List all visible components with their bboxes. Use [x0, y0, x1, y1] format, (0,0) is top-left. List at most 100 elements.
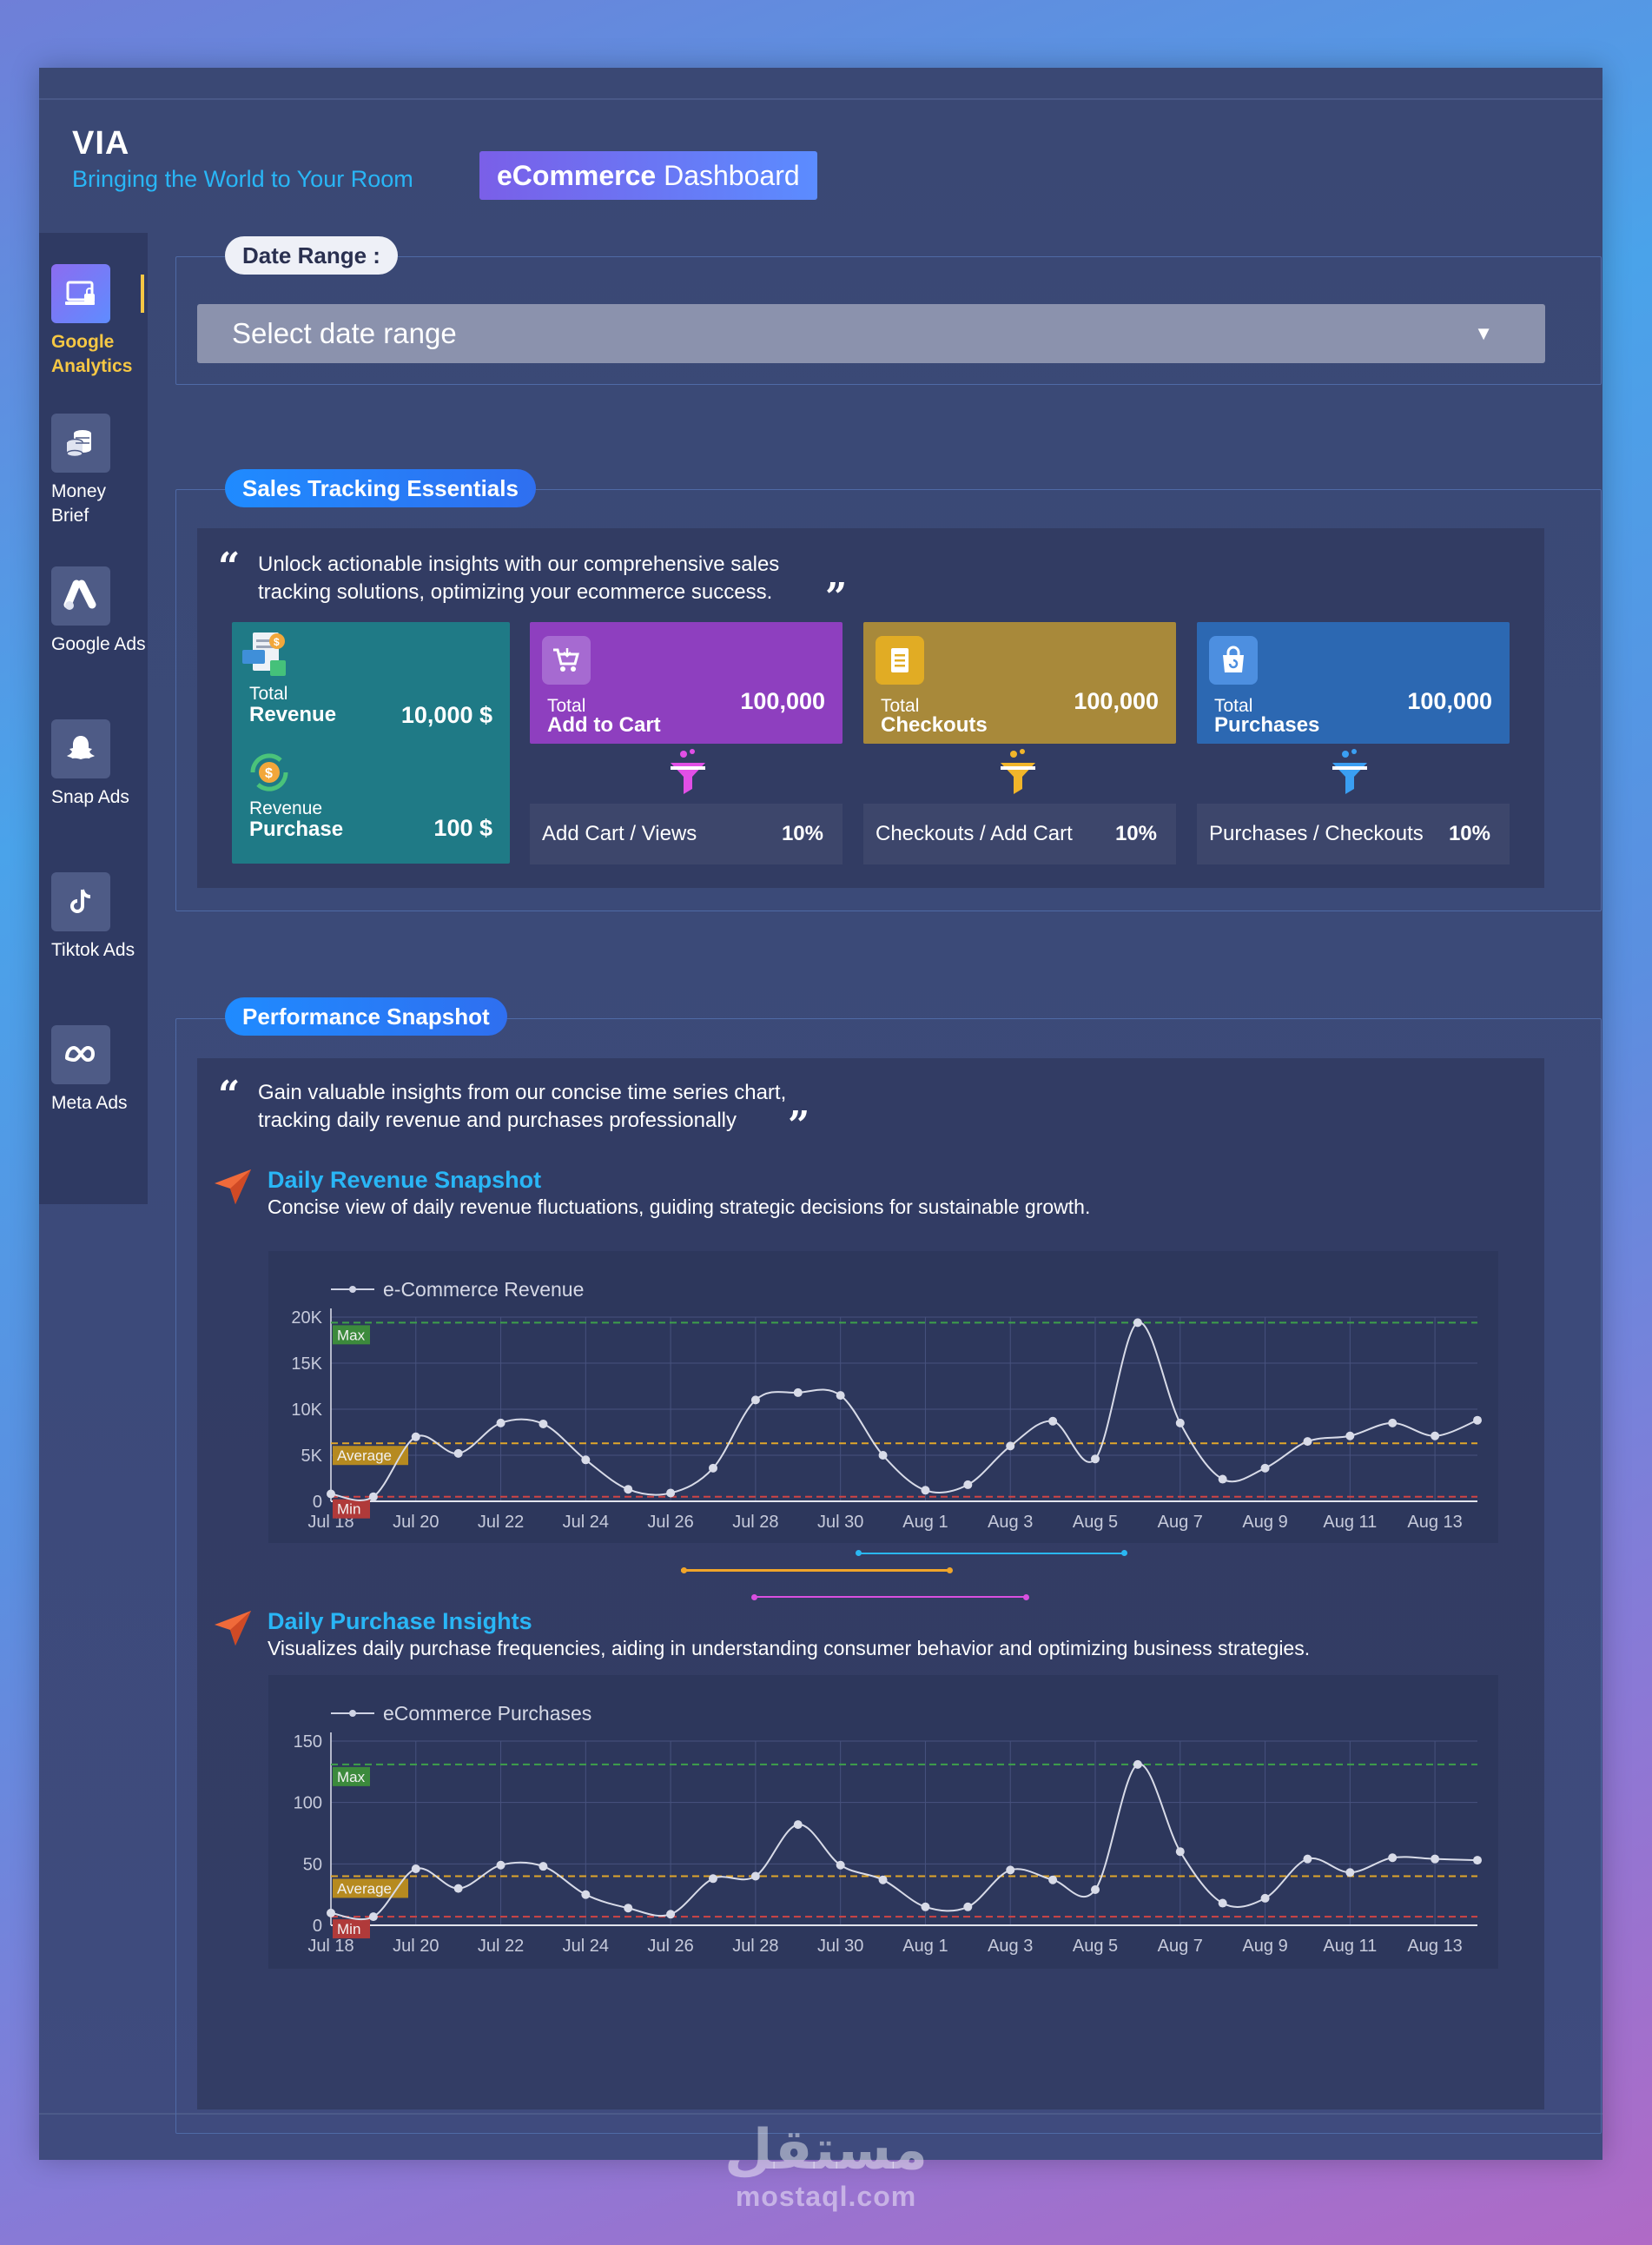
x-tick-label: Jul 28 — [732, 1937, 778, 1956]
average-line-label: Average — [337, 1447, 392, 1464]
revenue-card: $ Total Revenue 10,000 $ $ Revenue Purch… — [232, 622, 510, 864]
data-point — [963, 1480, 973, 1489]
data-point — [1218, 1474, 1227, 1484]
revenue-value: 10,000 $ — [400, 702, 492, 728]
receipt-money-icon: $ — [241, 631, 293, 679]
y-tick-label: 50 — [303, 1855, 322, 1874]
sidebar-item-tiktok-ads[interactable]: Tiktok Ads — [51, 872, 147, 963]
min-line-label: Min — [337, 1921, 360, 1937]
sidebar-item-money-brief[interactable]: Money Brief — [51, 414, 147, 528]
revenue-purchase-small-label: Revenue — [249, 798, 323, 818]
revenue-purchase-value: 100 $ — [433, 815, 492, 841]
data-point — [496, 1418, 506, 1427]
close-quote-icon: ” — [788, 1103, 810, 1148]
y-tick-label: 10K — [291, 1401, 322, 1420]
revenue-purchase-big-label: Purchase — [249, 818, 344, 841]
max-line-label-bg — [333, 1766, 370, 1786]
date-range-select[interactable]: Select date range ▼ — [197, 304, 1545, 363]
zoom-range-blue[interactable] — [857, 1553, 1125, 1554]
data-point — [793, 1387, 803, 1397]
x-tick-label: Jul 30 — [817, 1513, 863, 1532]
purchases-small-label: Total — [1214, 696, 1253, 716]
purchases-card: Total Purchases 100,000 — [1197, 622, 1510, 744]
data-point — [921, 1486, 930, 1495]
svg-text:$: $ — [265, 766, 273, 781]
data-point — [1345, 1868, 1355, 1877]
sidebar-item-google-ads[interactable]: Google Ads — [51, 566, 147, 657]
purchase-chart-subtitle: Visualizes daily purchase frequencies, a… — [268, 1637, 1311, 1659]
y-tick-label: 0 — [313, 1917, 322, 1936]
x-tick-label: Aug 1 — [902, 1513, 948, 1532]
brand-tagline: Bringing the World to Your Room — [72, 166, 413, 192]
x-tick-label: Jul 22 — [478, 1937, 524, 1956]
data-point — [581, 1890, 591, 1899]
data-point — [1091, 1885, 1100, 1895]
x-tick-label: Aug 13 — [1407, 1513, 1462, 1532]
data-point — [1048, 1416, 1058, 1426]
data-point — [1473, 1415, 1482, 1425]
ratio-label: Checkouts / Add Cart — [876, 822, 1073, 845]
x-tick-label: Aug 7 — [1158, 1937, 1203, 1956]
sales-quote-line1: Unlock actionable insights with our comp… — [258, 553, 780, 576]
sidebar-item-snap-ads[interactable]: Snap Ads — [51, 719, 147, 810]
data-point — [666, 1910, 676, 1919]
x-tick-label: Aug 9 — [1242, 1513, 1287, 1532]
range-handle[interactable] — [947, 1567, 953, 1573]
zoom-range-magenta[interactable] — [753, 1596, 1028, 1598]
average-line-label-bg — [333, 1878, 408, 1898]
data-point — [1133, 1759, 1142, 1769]
x-tick-label: Jul 28 — [732, 1513, 778, 1532]
sidebar-item-label: Google Analytics — [51, 332, 133, 376]
funnel-icon — [996, 747, 1040, 799]
range-handle[interactable] — [681, 1567, 687, 1573]
ratio-label: Purchases / Checkouts — [1209, 822, 1424, 845]
sidebar-item-google-analytics[interactable]: Google Analytics — [51, 264, 147, 379]
data-point — [1388, 1418, 1398, 1427]
data-point — [327, 1489, 335, 1499]
data-point — [963, 1902, 973, 1911]
sidebar-item-meta-ads[interactable]: Meta Ads — [51, 1025, 147, 1116]
y-tick-label: 20K — [291, 1308, 322, 1328]
legend-label: eCommerce Purchases — [383, 1702, 591, 1725]
data-point — [836, 1860, 845, 1870]
purchases-value: 100,000 — [1407, 688, 1492, 714]
checkouts-card: Total Checkouts 100,000 — [863, 622, 1176, 744]
revenue-small-label: Total — [249, 684, 288, 704]
dashboard-title-rest: Dashboard — [656, 160, 800, 191]
data-point — [793, 1820, 803, 1830]
open-quote-icon: “ — [218, 1073, 241, 1117]
date-range-label: Date Range : — [225, 236, 398, 275]
x-tick-label: Aug 11 — [1323, 1513, 1377, 1532]
meta-icon — [51, 1025, 110, 1084]
x-tick-label: Jul 26 — [647, 1513, 693, 1532]
funnel-icon — [666, 747, 710, 799]
clipboard-icon — [876, 636, 924, 685]
performance-quote-line2: tracking daily revenue and purchases pro… — [258, 1109, 737, 1132]
range-handle[interactable] — [1023, 1594, 1029, 1600]
top-divider — [39, 98, 1602, 100]
google-ads-icon — [51, 566, 110, 626]
purchase-line-chart: eCommerce Purchases 0 50 100 150 Jul 18 Jul 20… — [294, 1702, 1482, 1956]
sales-tracking-pill: Sales Tracking Essentials — [225, 469, 536, 507]
coins-icon — [51, 414, 110, 473]
range-handle[interactable] — [1121, 1550, 1127, 1556]
range-handle[interactable] — [856, 1550, 862, 1556]
data-point — [453, 1448, 463, 1458]
data-point — [539, 1862, 548, 1871]
average-line-label-bg — [333, 1446, 408, 1466]
x-tick-label: Aug 11 — [1323, 1937, 1377, 1956]
x-tick-label: Jul 18 — [307, 1937, 354, 1956]
mostaql-watermark: مستقل mostaql.com — [0, 2120, 1652, 2213]
y-tick-label: 100 — [294, 1794, 322, 1813]
open-quote-icon: “ — [218, 545, 241, 589]
x-tick-label: Jul 20 — [393, 1513, 439, 1532]
max-line-label: Max — [337, 1769, 366, 1785]
data-point — [1260, 1463, 1270, 1473]
shopping-bag-icon — [1209, 636, 1258, 685]
checkouts-value: 100,000 — [1074, 688, 1159, 714]
data-point — [878, 1451, 888, 1460]
zoom-range-orange[interactable] — [681, 1569, 950, 1572]
range-handle[interactable] — [751, 1594, 757, 1600]
x-tick-label: Aug 3 — [988, 1937, 1033, 1956]
ratio-label: Add Cart / Views — [542, 822, 697, 845]
